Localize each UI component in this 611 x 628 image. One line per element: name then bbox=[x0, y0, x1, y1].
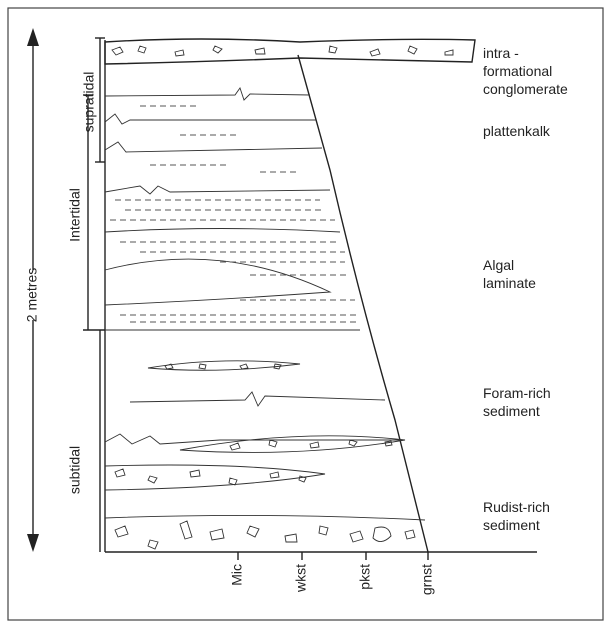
facies-label: laminate bbox=[483, 275, 536, 291]
texture-label: grnst bbox=[419, 564, 435, 595]
facies-labels: intra - formational conglomerate platten… bbox=[483, 45, 568, 533]
facies-label: Algal bbox=[483, 257, 514, 273]
facies-label: conglomerate bbox=[483, 81, 568, 97]
facies-label: Foram-rich bbox=[483, 385, 551, 401]
scale-label: 2 metres bbox=[24, 268, 40, 322]
zone-label: subtidal bbox=[67, 446, 83, 494]
diagram: 2 metres supratidal Intertidal subtidal bbox=[0, 0, 611, 628]
facies-label: intra - bbox=[483, 45, 519, 61]
texture-label: wkst bbox=[293, 564, 309, 593]
zone-label: supratidal bbox=[81, 72, 97, 133]
facies-label: sediment bbox=[483, 517, 540, 533]
facies-label: plattenkalk bbox=[483, 123, 551, 139]
zone-label: Intertidal bbox=[67, 188, 83, 242]
texture-label: pkst bbox=[357, 564, 373, 590]
facies-label: Rudist-rich bbox=[483, 499, 550, 515]
column bbox=[105, 39, 537, 560]
facies-label: sediment bbox=[483, 403, 540, 419]
facies-label: formational bbox=[483, 63, 552, 79]
texture-label: Mic bbox=[229, 564, 245, 586]
